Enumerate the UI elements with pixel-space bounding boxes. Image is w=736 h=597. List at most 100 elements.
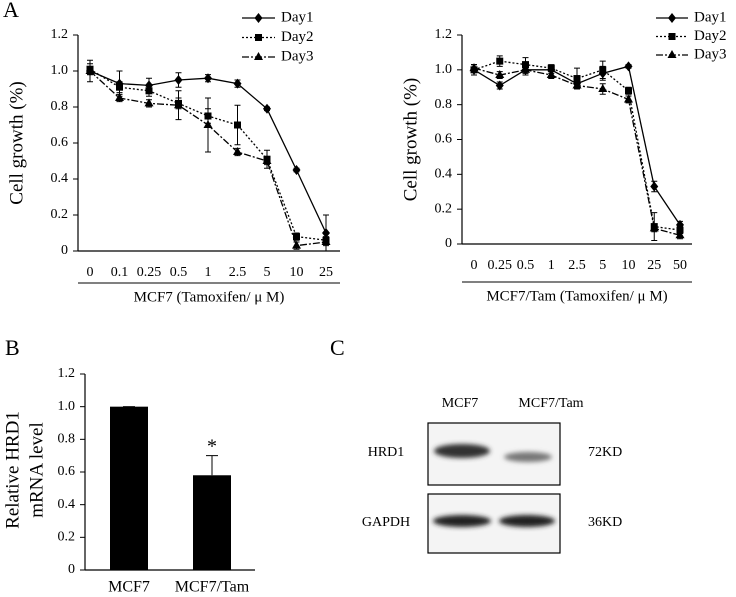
chart: 0 0.2 0.4 0.6 0.8 1.0 1.2 Cell growth (%) 0 0.25 0… [400, 9, 726, 304]
marker [115, 93, 124, 101]
y-tick-label: 1.0 [435, 62, 453, 77]
size-label: 36KD [588, 515, 622, 530]
band [433, 515, 491, 527]
marker [624, 61, 633, 72]
y-axis-label: Cell growth (%) [6, 81, 27, 204]
band [434, 444, 490, 458]
x-tick-label: 5 [264, 265, 271, 280]
x-tick-label: 25 [647, 258, 661, 273]
x-tick-label: 10 [290, 265, 304, 280]
legend-label: Day2 [694, 28, 727, 44]
marker [495, 70, 505, 79]
x-tick-label: 1 [548, 258, 555, 273]
y-tick-label: 0.8 [435, 97, 453, 112]
band [504, 452, 552, 462]
marker [675, 230, 685, 239]
legend-marker [668, 13, 676, 23]
legend-label: Day3 [281, 48, 314, 64]
row-label: GAPDH [362, 515, 410, 530]
marker [598, 83, 608, 92]
marker [496, 57, 504, 65]
marker [573, 75, 581, 83]
x-tick-label: 0 [471, 258, 478, 273]
legend-marker [254, 52, 263, 60]
marker [203, 120, 213, 128]
panel-label: C [330, 335, 345, 360]
x-axis-label: MCF7/Tam (Tamoxifen/ μ M) [486, 288, 667, 304]
marker [572, 80, 582, 89]
marker [292, 240, 301, 249]
marker [144, 98, 154, 107]
y-tick-label: 1.0 [58, 399, 76, 414]
x-tick-label: 25 [319, 265, 333, 280]
y-tick-label: 1.0 [51, 63, 69, 78]
marker [174, 100, 183, 109]
band [499, 515, 555, 527]
y-tick-label: 1.2 [435, 27, 453, 42]
y-tick-label: 0.2 [51, 207, 69, 222]
y-tick-label: 0.4 [58, 497, 76, 512]
marker [234, 121, 241, 129]
marker [85, 66, 95, 74]
x-tick-label: 5 [599, 258, 606, 273]
y-axis-label: mRNA level [26, 422, 47, 518]
chart: 0 0.2 0.4 0.6 0.8 1.0 1.2 Cell growth (%) 0 0.1 0.… [6, 9, 340, 305]
marker [292, 165, 301, 175]
legend-label: Day2 [281, 29, 314, 45]
bar [193, 475, 231, 570]
x-tick-label: 0 [87, 265, 94, 280]
marker [233, 78, 242, 89]
marker [546, 70, 556, 79]
marker [233, 147, 242, 155]
panel-label: B [5, 335, 20, 360]
x-tick-label: 0.1 [111, 265, 129, 280]
marker [495, 80, 504, 91]
marker [521, 64, 530, 73]
y-tick-label: 0 [445, 236, 452, 251]
legend-label: Day3 [694, 46, 727, 62]
marker [469, 63, 479, 72]
western-blot: MCF7 MCF7/Tam HRD1 GAPDH 72KD 36KD [362, 396, 622, 554]
marker [676, 226, 684, 234]
y-tick-label: 0.8 [58, 432, 76, 447]
significance-mark: * [207, 435, 217, 457]
marker [204, 73, 212, 84]
y-tick-label: 0 [68, 562, 75, 577]
y-tick-label: 0 [61, 243, 68, 258]
legend-marker [254, 13, 263, 23]
marker [625, 87, 632, 95]
y-tick-label: 0.6 [51, 135, 69, 150]
legend-label: Day1 [694, 9, 727, 25]
y-tick-label: 0.4 [435, 167, 453, 182]
marker [547, 64, 555, 72]
marker [145, 87, 153, 95]
lane-label: MCF7 [442, 396, 479, 411]
x-axis-label: MCF7 (Tamoxifen/ μ M) [134, 289, 285, 305]
y-axis-label: Relative HRD1 [2, 411, 23, 529]
x-tick-label: 1 [205, 265, 212, 280]
x-tick-label: 2.5 [229, 265, 247, 280]
y-tick-label: 0.6 [58, 464, 76, 479]
row-label: HRD1 [368, 445, 405, 460]
x-tick-label: MCF7/Tam [175, 579, 250, 596]
marker [293, 233, 300, 241]
panel-label: A [3, 0, 19, 22]
marker [321, 237, 331, 245]
x-tick-label: MCF7 [108, 579, 150, 596]
marker [262, 156, 272, 164]
x-tick-label: 0.25 [488, 258, 513, 273]
series-line [473, 67, 681, 236]
legend-marker [255, 34, 262, 41]
marker [174, 75, 183, 85]
x-tick-label: 0.5 [170, 265, 188, 280]
x-tick-label: 50 [673, 258, 687, 273]
y-tick-label: 0.6 [435, 132, 453, 147]
x-tick-label: 10 [622, 258, 636, 273]
y-tick-label: 1.2 [58, 366, 76, 381]
y-tick-label: 1.2 [51, 27, 69, 42]
series-line [89, 68, 327, 241]
legend-label: Day1 [281, 9, 314, 25]
chart: 0 0.2 0.4 0.6 0.8 1.0 1.2 Relative HRD1 mRNA lev… [2, 366, 255, 596]
legend-marker [668, 33, 676, 40]
y-tick-label: 0.4 [51, 171, 69, 186]
